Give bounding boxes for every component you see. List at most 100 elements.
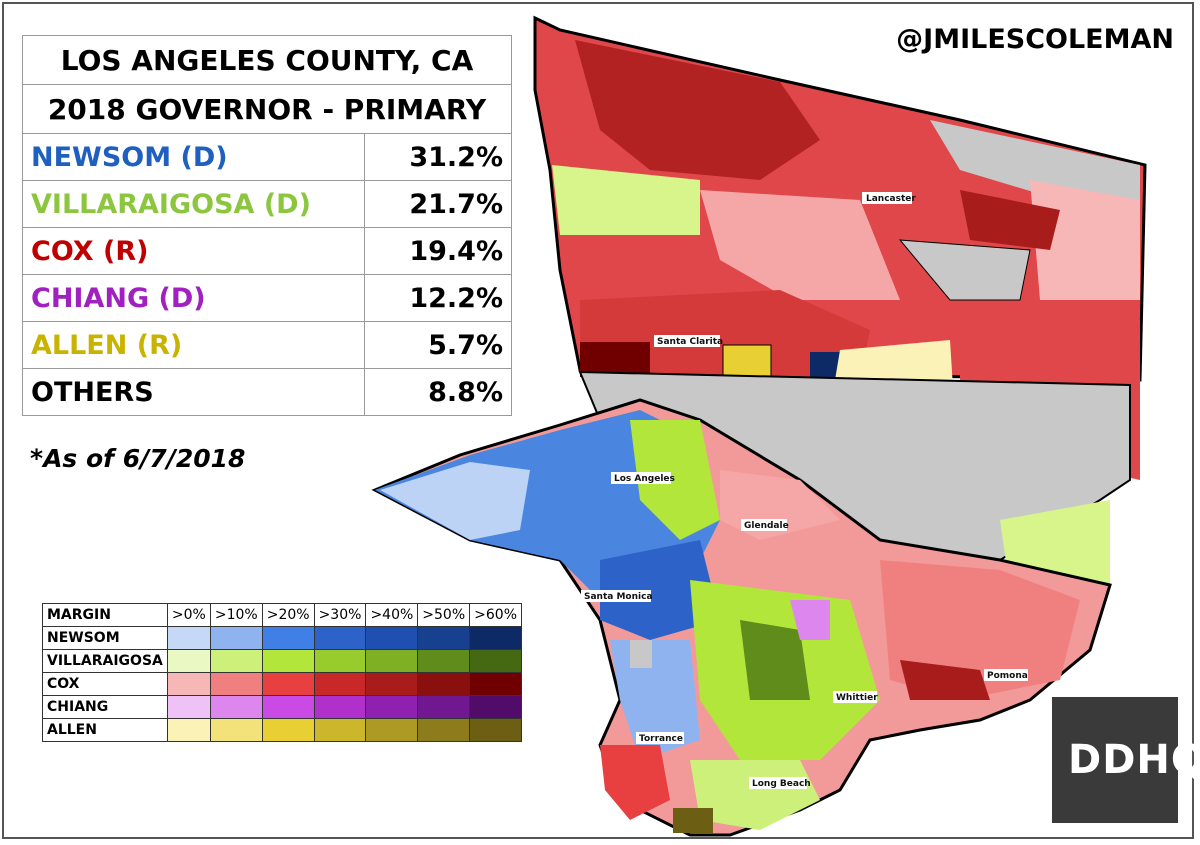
city-label-santa-clarita: Santa Clarita [657, 337, 723, 347]
legend-swatch [261, 649, 315, 673]
legend-level: >20% [261, 603, 315, 627]
legend-candidate-name: NEWSOM [42, 626, 168, 650]
candidate-pct: 31.2% [364, 133, 512, 181]
region-maroon [580, 342, 650, 377]
legend-swatch [209, 718, 263, 742]
legend-swatch [313, 649, 367, 673]
legend-swatch [469, 718, 523, 742]
region-olive [673, 808, 713, 833]
region-valley-light-blue [380, 462, 530, 540]
legend-swatch [261, 718, 315, 742]
region-lancaster-gray [898, 239, 1031, 301]
candidate-pct: 12.2% [364, 274, 512, 322]
region-westside-blue [600, 540, 720, 640]
region-north-dark-red [575, 40, 820, 180]
ddhq-logo-text: DDHQ [1068, 737, 1200, 783]
region-north-gray [930, 120, 1140, 200]
city-label-torrance: Torrance [639, 734, 683, 744]
legend-swatch [261, 626, 315, 650]
candidate-name: ALLEN (R) [22, 321, 365, 369]
legend-swatch [313, 626, 367, 650]
region-central-lime [630, 420, 720, 540]
candidate-name: OTHERS [22, 368, 365, 416]
legend-swatch [313, 718, 367, 742]
legend-candidate-name: COX [42, 672, 168, 696]
as-of-note: *As of 6/7/2018 [30, 444, 246, 473]
legend-swatch [365, 695, 419, 719]
region-antelope-pink [700, 190, 900, 300]
legend-candidate-name: ALLEN [42, 718, 168, 742]
candidate-pct: 21.7% [364, 180, 512, 228]
legend-swatch [261, 695, 315, 719]
legend-swatch [365, 672, 419, 696]
results-title-race: 2018 GOVERNOR - PRIMARY [22, 84, 512, 134]
legend-header-label: MARGIN [42, 603, 168, 627]
legend-row-cox: COX [42, 672, 523, 696]
region-san-pedro [600, 745, 670, 820]
legend-swatch [469, 626, 523, 650]
legend-candidate-name: CHIANG [42, 695, 168, 719]
city-labels: Lancaster Santa Clarita Los Angeles Glen… [581, 192, 1028, 789]
legend-level: >30% [313, 603, 367, 627]
candidate-name: CHIANG (D) [22, 274, 365, 322]
city-label-whittier: Whittier [836, 693, 878, 703]
result-row: ALLEN (R) 5.7% [22, 321, 512, 369]
legend-row-villaraigosa: VILLARAIGOSA [42, 649, 523, 673]
legend-swatch [469, 695, 523, 719]
region-gray-south [630, 640, 652, 668]
legend-swatch [313, 672, 367, 696]
region-dark-red-2 [960, 190, 1060, 250]
candidate-name: VILLARAIGOSA (D) [22, 180, 365, 228]
city-label-long-beach: Long Beach [752, 779, 811, 789]
ddhq-logo: DDHQ [1052, 697, 1200, 823]
legend-swatch [417, 649, 471, 673]
legend-swatch [209, 672, 263, 696]
result-row: OTHERS 8.8% [22, 368, 512, 416]
legend-swatch [166, 672, 211, 696]
candidate-name: NEWSOM (D) [22, 133, 365, 181]
legend-swatch [166, 695, 211, 719]
results-title-county: LOS ANGELES COUNTY, CA [22, 35, 512, 85]
region-chiang-purple [790, 600, 830, 640]
region-pomona-red [900, 660, 990, 700]
legend-swatch [417, 718, 471, 742]
legend-row-chiang: CHIANG [42, 695, 523, 719]
legend-swatch [209, 626, 263, 650]
legend-swatch [209, 695, 263, 719]
legend-rows: NEWSOM VILLARAIGOSA COX CHIANG ALLEN [42, 626, 523, 742]
city-label-los-angeles: Los Angeles [614, 474, 675, 484]
result-row: NEWSOM (D) 31.2% [22, 133, 512, 181]
legend-header-row: MARGIN >0% >10% >20% >30% >40% >50% >60% [42, 603, 523, 627]
legend-level: >50% [417, 603, 471, 627]
margin-legend: MARGIN >0% >10% >20% >30% >40% >50% >60%… [42, 603, 523, 742]
legend-swatch [209, 649, 263, 673]
candidate-pct: 8.8% [364, 368, 512, 416]
legend-swatch [469, 649, 523, 673]
legend-level: >60% [469, 603, 523, 627]
region-santa-clarita [580, 290, 870, 380]
legend-swatch [417, 672, 471, 696]
city-label-lancaster: Lancaster [866, 194, 916, 204]
legend-swatch [365, 718, 419, 742]
legend-level: >0% [166, 603, 211, 627]
legend-swatch [365, 649, 419, 673]
region-south-bay-blue [610, 640, 700, 760]
region-central-dark-green [740, 620, 810, 700]
legend-swatch [261, 672, 315, 696]
legend-swatch [417, 626, 471, 650]
legend-swatch [417, 695, 471, 719]
city-label-glendale: Glendale [744, 521, 789, 531]
legend-level: >10% [209, 603, 263, 627]
results-table: LOS ANGELES COUNTY, CA 2018 GOVERNOR - P… [22, 35, 512, 416]
author-handle: @JMILESCOLEMAN [896, 24, 1174, 55]
candidate-pct: 19.4% [364, 227, 512, 275]
city-label-santa-monica: Santa Monica [584, 592, 653, 602]
result-row: CHIANG (D) 12.2% [22, 274, 512, 322]
legend-swatch [166, 626, 211, 650]
result-row: COX (R) 19.4% [22, 227, 512, 275]
candidate-name: COX (R) [22, 227, 365, 275]
legend-candidate-name: VILLARAIGOSA [42, 649, 168, 673]
region-valley-blue [375, 410, 720, 600]
